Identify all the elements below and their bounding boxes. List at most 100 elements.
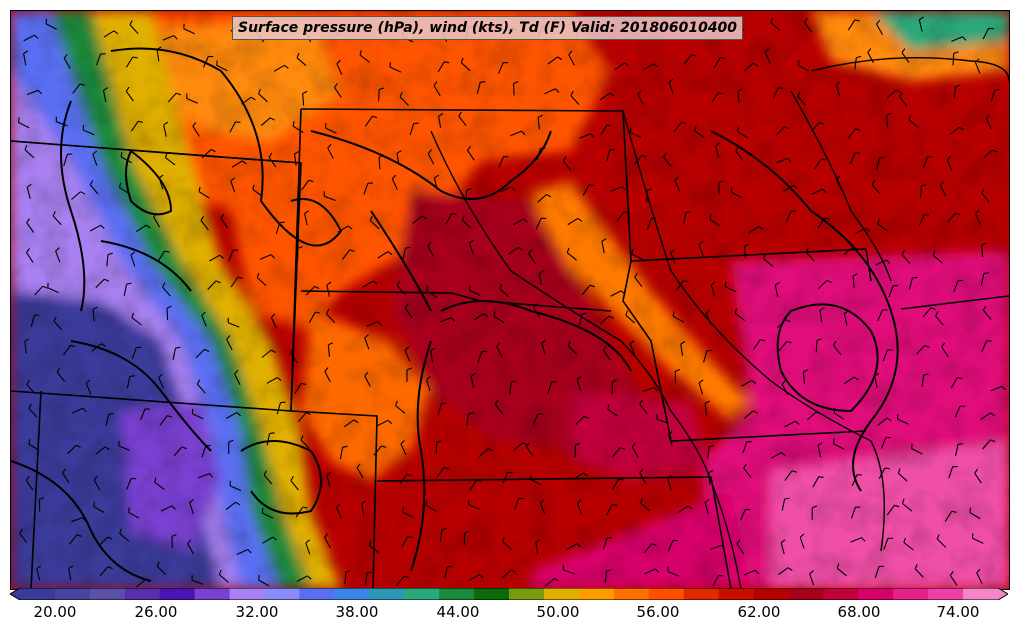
wind-barb <box>187 539 195 555</box>
wind-barb <box>634 272 643 288</box>
wind-barb <box>363 182 373 195</box>
wind-barb <box>467 145 475 161</box>
wind-barb <box>666 475 672 491</box>
wind-barb <box>234 369 241 385</box>
wind-barb <box>601 238 607 254</box>
wind-barb <box>92 306 98 322</box>
wind-barb <box>296 52 307 67</box>
wind-barb <box>400 440 407 456</box>
wind-barb <box>920 183 927 198</box>
wind-barb <box>513 442 528 451</box>
wind-barb <box>336 59 343 75</box>
wind-barb <box>918 214 930 226</box>
wind-barb <box>343 419 359 428</box>
wind-barb <box>225 501 241 511</box>
wind-barb <box>439 527 447 542</box>
wind-barb <box>612 447 625 458</box>
wind-barb <box>369 215 380 230</box>
wind-barb <box>140 408 150 421</box>
wind-barb <box>579 133 595 139</box>
wind-barb <box>126 56 138 68</box>
wind-barb <box>404 303 413 319</box>
wind-barb <box>672 311 684 323</box>
wind-barb <box>458 111 467 127</box>
wind-barb <box>25 475 34 491</box>
wind-barb <box>191 408 204 420</box>
wind-barb <box>578 312 588 326</box>
wind-barb <box>496 342 503 358</box>
wind-barb <box>775 126 790 136</box>
wind-barb <box>404 346 411 362</box>
wind-barb <box>781 497 790 511</box>
wind-barb <box>325 123 337 134</box>
wind-barb <box>218 569 229 583</box>
wind-barb <box>911 443 923 455</box>
wind-barb <box>606 504 618 516</box>
wind-barb <box>295 506 308 518</box>
wind-barb <box>922 307 936 318</box>
wind-barb <box>95 53 106 66</box>
wind-barb <box>498 156 509 168</box>
wind-barb <box>708 469 714 485</box>
colorbar-segment <box>194 588 231 600</box>
wind-barb <box>364 571 373 585</box>
wind-barb <box>128 507 140 519</box>
colorbar-segment <box>963 588 999 600</box>
colorbar-tick-label: 68.00 <box>837 603 881 621</box>
wind-barb <box>703 349 713 363</box>
colorbar-segment <box>439 588 475 600</box>
wind-barb <box>772 87 784 100</box>
wind-barb <box>297 412 312 423</box>
wind-barb <box>631 249 644 260</box>
isobar-8 <box>710 130 899 492</box>
wind-barb <box>533 303 541 319</box>
wind-barb <box>362 280 378 288</box>
wind-barb <box>908 114 919 128</box>
colorbar-segment <box>823 588 859 600</box>
wind-barb <box>259 254 276 260</box>
wind-barb <box>512 218 528 226</box>
wind-barb <box>508 246 523 255</box>
wind-barb <box>252 184 263 197</box>
wind-barb <box>154 477 165 490</box>
wind-barb <box>698 379 704 395</box>
wind-barb <box>897 468 908 482</box>
wind-barb <box>427 241 434 257</box>
wind-barb <box>469 479 482 491</box>
wind-barb <box>273 64 289 72</box>
wind-barb <box>797 60 809 72</box>
wind-barb <box>667 539 679 552</box>
wind-barb <box>683 54 697 65</box>
wind-barb <box>68 565 74 581</box>
wind-barb <box>639 468 647 484</box>
wind-barb <box>201 149 216 159</box>
wind-barb <box>704 499 710 515</box>
wind-barb <box>854 227 870 235</box>
wind-barb <box>562 564 575 575</box>
colorbar-segment <box>753 588 790 600</box>
wind-barb <box>478 448 493 458</box>
wind-barb <box>707 444 715 459</box>
wind-barb <box>544 88 560 95</box>
wind-barb <box>941 342 949 358</box>
wind-barb <box>156 46 162 62</box>
wind-barb <box>896 414 909 425</box>
wind-barb <box>953 84 961 99</box>
wind-barb <box>433 174 439 190</box>
wind-barb <box>705 309 712 325</box>
wind-barb <box>743 62 758 72</box>
wind-barb <box>974 209 981 225</box>
border-line-6 <box>376 476 732 589</box>
wind-barb <box>189 498 194 515</box>
wind-barb <box>629 127 642 138</box>
wind-barb <box>373 445 387 456</box>
wind-barbs <box>17 16 1006 588</box>
wind-barb <box>230 276 243 288</box>
wind-barb <box>547 381 557 394</box>
wind-barb <box>921 373 929 388</box>
wind-barb <box>743 569 759 576</box>
border-line-3 <box>300 290 612 312</box>
wind-barb <box>167 92 182 103</box>
wind-barb <box>611 379 617 395</box>
wind-barb <box>270 313 277 329</box>
